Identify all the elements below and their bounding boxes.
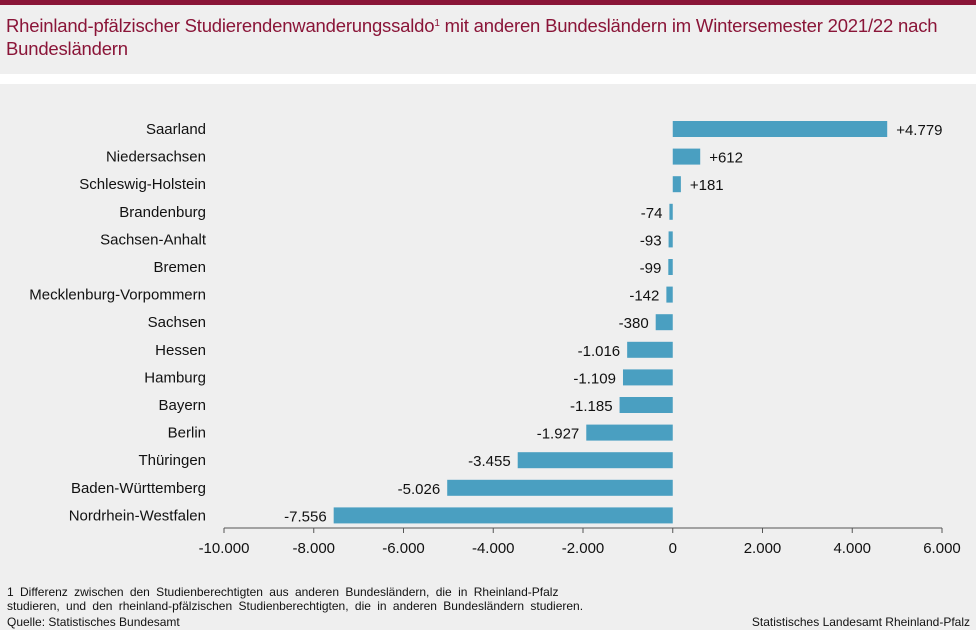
category-label: Bayern bbox=[158, 397, 206, 414]
bar-bremen bbox=[668, 259, 673, 275]
value-label: -7.556 bbox=[284, 508, 327, 525]
value-label: -5.026 bbox=[398, 481, 441, 498]
value-label: -1.927 bbox=[537, 426, 580, 443]
value-label: -142 bbox=[629, 288, 659, 305]
category-label: Mecklenburg-Vorpommern bbox=[29, 287, 206, 304]
bar-hamburg bbox=[622, 369, 673, 386]
top-accent-line bbox=[0, 0, 976, 5]
publisher-note: Statistisches Landesamt Rheinland-Pfalz bbox=[751, 615, 970, 629]
category-label: Schleswig-Holstein bbox=[79, 176, 206, 193]
x-tick-label: 0 bbox=[669, 540, 677, 557]
bar-th-ringen bbox=[517, 452, 673, 469]
bar-saarland bbox=[672, 121, 888, 137]
bar-niedersachsen bbox=[672, 148, 701, 165]
x-tick-label: -6.000 bbox=[382, 540, 425, 557]
bar-mecklenburg-vorpommern bbox=[666, 286, 673, 303]
x-tick-label: 2.000 bbox=[744, 540, 782, 557]
category-label: Sachsen-Anhalt bbox=[100, 231, 207, 248]
chart-title: Rheinland-pfälzischer Studierendenwander… bbox=[6, 12, 972, 60]
chart-title-main: Rheinland-pfälzischer Studierendenwander… bbox=[6, 15, 435, 36]
bar-sachsen-anhalt bbox=[668, 231, 673, 248]
source-note: Quelle: Statistisches Bundesamt bbox=[7, 615, 180, 629]
footnote-line-2: studieren, und den rheinland-pfälzischen… bbox=[7, 599, 584, 613]
bar-nordrhein-westfalen bbox=[333, 507, 673, 524]
x-tick-label: 6.000 bbox=[923, 540, 961, 557]
bar-sachsen bbox=[655, 314, 673, 331]
category-label: Saarland bbox=[146, 121, 206, 138]
value-label: -99 bbox=[640, 260, 662, 277]
x-tick-label: 4.000 bbox=[833, 540, 871, 557]
category-label: Baden-Württemberg bbox=[71, 480, 206, 497]
x-tick-label: -10.000 bbox=[199, 540, 250, 557]
bar-chart: Saarland Niedersachsen Schleswig-Holstein B… bbox=[29, 121, 961, 557]
bars-group bbox=[333, 121, 888, 524]
value-label: -1.109 bbox=[573, 370, 616, 387]
category-label: Sachsen bbox=[148, 314, 206, 331]
bar-baden-w-rttemberg bbox=[447, 479, 673, 496]
chart-title-rest: mit anderen Bundesländern im Wintersemes… bbox=[6, 15, 938, 59]
footnote: 1 Differenz zwischen den Studienberechti… bbox=[7, 585, 583, 613]
bar-schleswig-holstein bbox=[672, 176, 681, 193]
x-tick-label: -4.000 bbox=[472, 540, 515, 557]
category-label: Hessen bbox=[155, 342, 206, 359]
category-labels-group: Saarland Niedersachsen Schleswig-Holstein B… bbox=[29, 121, 207, 524]
value-label: -1.016 bbox=[578, 343, 621, 360]
value-label: -1.185 bbox=[570, 398, 613, 415]
x-axis: -10.000 -8.000 -6.000 -4.000 -2.000 0 2.000 4.0… bbox=[199, 527, 961, 557]
category-label: Berlin bbox=[168, 425, 206, 442]
category-label: Bremen bbox=[153, 259, 206, 276]
value-label: -380 bbox=[619, 315, 649, 332]
category-label: Thüringen bbox=[138, 452, 206, 469]
value-label: +181 bbox=[690, 177, 724, 194]
chart-title-footnote-mark: 1 bbox=[434, 18, 440, 29]
footnote-line-1: 1 Differenz zwischen den Studienberechti… bbox=[7, 585, 559, 599]
value-label: -74 bbox=[641, 205, 663, 222]
category-label: Niedersachsen bbox=[106, 149, 206, 166]
bar-brandenburg bbox=[669, 203, 673, 220]
category-label: Brandenburg bbox=[119, 204, 206, 221]
value-label: -3.455 bbox=[468, 453, 511, 470]
x-tick-label: -2.000 bbox=[562, 540, 605, 557]
value-label: -93 bbox=[640, 232, 662, 249]
value-label: +4.779 bbox=[896, 122, 942, 139]
bar-bayern bbox=[619, 397, 673, 413]
value-labels-group: +4.779 +612 +181 -74 -93 -99 -142 -380 -1.016 -1.… bbox=[284, 122, 942, 525]
value-label: +612 bbox=[709, 150, 743, 167]
x-tick-label: -8.000 bbox=[292, 540, 335, 557]
category-label: Hamburg bbox=[144, 369, 206, 386]
bar-berlin bbox=[586, 424, 673, 441]
bar-hessen bbox=[627, 341, 673, 358]
title-separator bbox=[0, 74, 976, 84]
category-label: Nordrhein-Westfalen bbox=[69, 507, 206, 524]
